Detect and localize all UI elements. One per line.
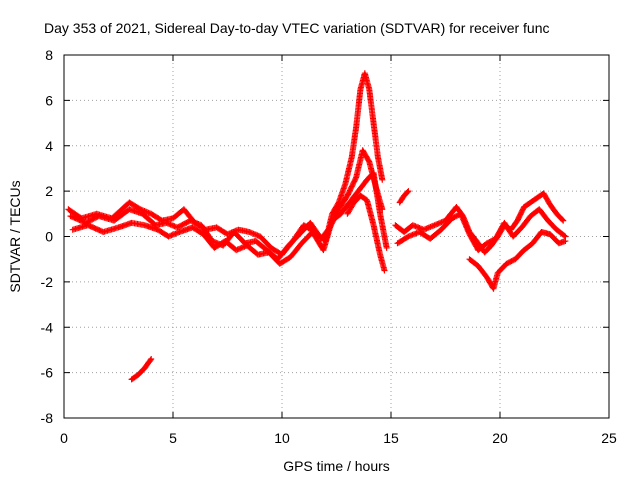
- y-tick-label: -6: [41, 365, 54, 381]
- y-tick-label: 8: [45, 47, 53, 63]
- x-tick-label: 5: [169, 430, 177, 446]
- y-tick-label: 4: [45, 138, 53, 154]
- x-tick-label: 15: [383, 430, 399, 446]
- x-tick-label: 10: [274, 430, 290, 446]
- data-point: [562, 238, 569, 245]
- data-point: [383, 244, 390, 251]
- x-tick-label: 0: [60, 430, 68, 446]
- x-axis-label: GPS time / hours: [283, 458, 390, 474]
- x-tick-labels: 0 5 10 15 20 25: [60, 430, 617, 446]
- x-tick-label: 25: [601, 430, 617, 446]
- x-tick-label: 20: [492, 430, 508, 446]
- series-track-g: [394, 206, 569, 254]
- y-tick-label: -2: [41, 274, 54, 290]
- data-point: [379, 176, 386, 183]
- data-point: [147, 357, 154, 364]
- y-axis-label: SDTVAR / TECUs: [7, 180, 23, 292]
- series-track-f: [392, 190, 567, 256]
- plot-frame: [63, 54, 610, 419]
- data-point: [560, 217, 567, 224]
- y-tick-labels: -8 -6 -4 -2 0 2 4 6 8: [41, 47, 54, 426]
- data-point: [404, 189, 411, 195]
- series-track-d: [344, 192, 388, 274]
- chart-title: Day 353 of 2021, Sidereal Day-to-day VTE…: [44, 20, 550, 36]
- data-point: [405, 188, 412, 195]
- series-track-c: [69, 170, 390, 267]
- data-point: [381, 267, 388, 274]
- y-tick-label: 6: [45, 92, 53, 108]
- series-track-h: [466, 229, 569, 292]
- y-tick-label: -8: [41, 410, 54, 426]
- y-tick-label: 0: [45, 229, 53, 245]
- data-point: [561, 232, 568, 239]
- series-track-i: [128, 356, 155, 383]
- y-tick-label: 2: [45, 183, 53, 199]
- data-point: [559, 216, 566, 223]
- data-series: [65, 70, 569, 383]
- y-tick-label: -4: [41, 319, 54, 335]
- grid-lines: [64, 55, 609, 418]
- data-point: [148, 356, 155, 363]
- series-track-e: [396, 188, 412, 206]
